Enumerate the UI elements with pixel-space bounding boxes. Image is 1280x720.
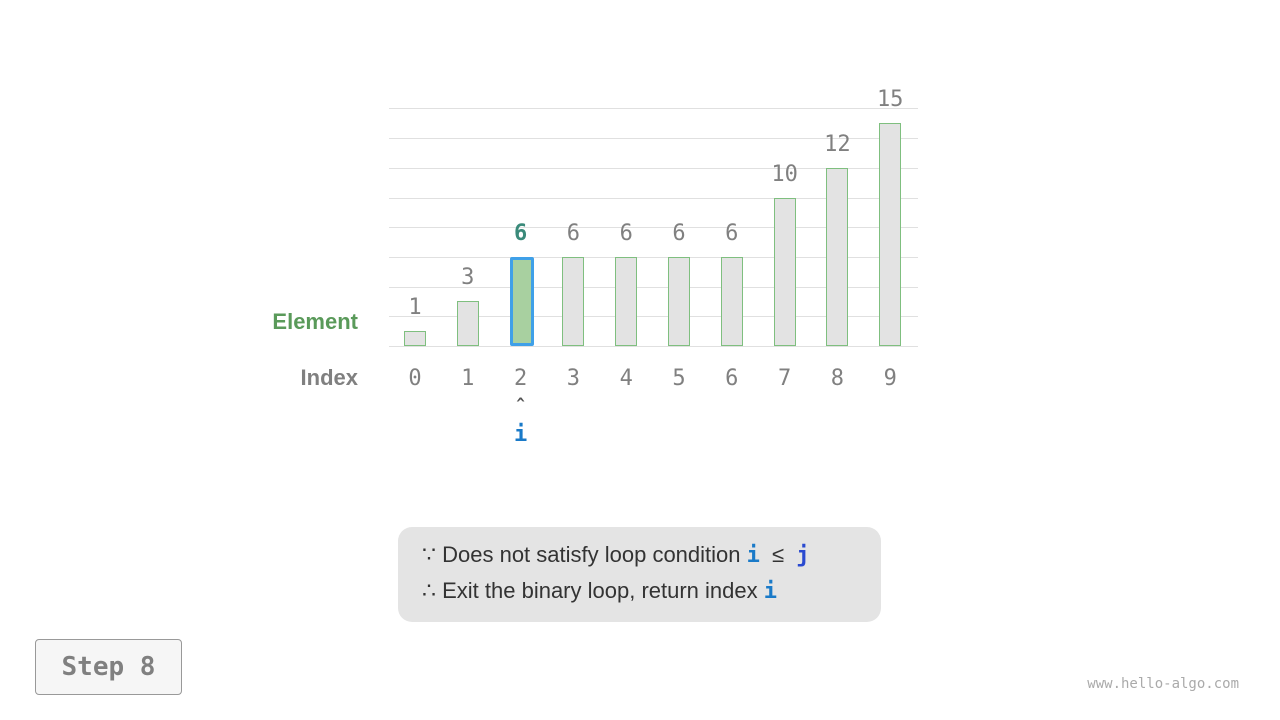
index-label: 0 (408, 366, 422, 391)
pointer-arrow-icon: ^ (516, 396, 525, 412)
gridline (389, 256, 918, 258)
operator: ≤ (772, 542, 785, 567)
index-label: 1 (461, 366, 475, 391)
note-text: ∴ Exit the binary loop, return index (422, 578, 758, 603)
index-label: 7 (777, 366, 792, 391)
bar (615, 256, 638, 346)
gridline (389, 167, 918, 169)
index-label: 3 (566, 366, 581, 391)
gridline (389, 197, 918, 199)
bar (456, 301, 479, 346)
bar (879, 123, 902, 346)
element-value: 15 (876, 87, 904, 113)
note-line-2: ∴ Exit the binary loop, return index i (422, 578, 777, 604)
bar (562, 256, 585, 346)
index-label: 4 (619, 366, 633, 391)
element-value: 6 (566, 220, 581, 246)
element-row-label: Element (272, 309, 358, 334)
pointer-j-code: j (796, 543, 810, 568)
bar (826, 167, 849, 346)
bar (720, 256, 743, 346)
explanation-note: ∵ Does not satisfy loop condition i ≤ j … (398, 527, 881, 622)
element-value: 12 (824, 131, 851, 157)
bar (668, 256, 690, 346)
index-label: 8 (830, 366, 845, 391)
index-label: 6 (725, 366, 739, 391)
element-value: 6 (513, 220, 528, 246)
gridline (389, 286, 918, 288)
watermark: www.hello-algo.com (1087, 676, 1239, 692)
bar-highlighted (509, 256, 534, 346)
element-value: 10 (771, 161, 798, 187)
gridline (389, 316, 918, 318)
bar (773, 197, 796, 346)
index-row-label: Index (300, 365, 358, 390)
element-value: 1 (408, 295, 422, 321)
pointer-i-code: i (746, 543, 760, 568)
index-label: 9 (883, 366, 897, 391)
pointer-i-label: i (513, 422, 528, 447)
gridline (389, 227, 918, 229)
note-line-1: ∵ Does not satisfy loop condition i ≤ j (422, 542, 809, 568)
pointer-i-code: i (763, 579, 777, 604)
index-label: 2 (513, 366, 528, 391)
index-label: 5 (672, 366, 686, 391)
step-button[interactable]: Step 8 (35, 639, 182, 695)
element-value: 6 (619, 220, 633, 246)
gridline (389, 346, 918, 347)
note-text: ∵ Does not satisfy loop condition (422, 542, 741, 567)
element-value: 6 (725, 220, 739, 246)
bar (404, 331, 426, 346)
element-value: 6 (672, 220, 686, 246)
element-value: 3 (461, 265, 475, 291)
gridline (389, 138, 918, 140)
gridline (389, 108, 918, 110)
